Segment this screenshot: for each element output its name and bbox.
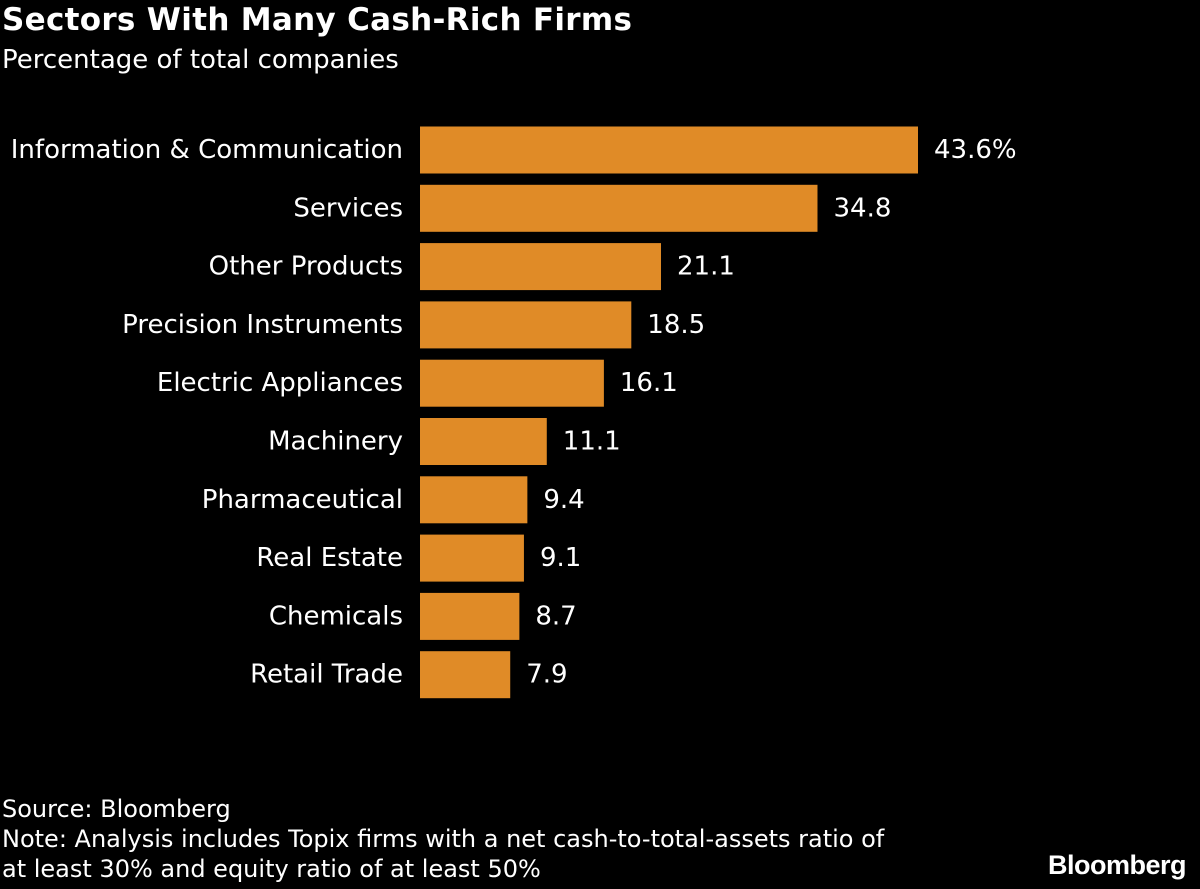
category-label: Chemicals xyxy=(269,601,403,631)
analysis-note-line-1: Note: Analysis includes Topix firms with… xyxy=(2,825,885,853)
footer: Source: Bloomberg Note: Analysis include… xyxy=(2,794,884,884)
category-label: Information & Communication xyxy=(11,135,403,165)
bar xyxy=(420,301,632,349)
bar xyxy=(420,243,662,291)
value-label: 9.1 xyxy=(540,543,581,573)
bar xyxy=(420,476,528,524)
category-label: Pharmaceutical xyxy=(202,485,403,515)
category-label: Electric Appliances xyxy=(157,368,403,398)
value-label: 21.1 xyxy=(677,252,735,282)
analysis-note-line-2: at least 30% and equity ratio of at leas… xyxy=(2,855,541,883)
category-label: Real Estate xyxy=(256,543,403,573)
category-label: Machinery xyxy=(268,427,403,457)
bar xyxy=(420,534,524,582)
bloomberg-logo: Bloomberg xyxy=(1047,850,1187,880)
bar xyxy=(420,126,918,174)
category-label: Other Products xyxy=(209,252,403,282)
category-label: Services xyxy=(293,193,403,223)
value-label: 43.6% xyxy=(934,135,1017,165)
chart-title: Sectors With Many Cash-Rich Firms xyxy=(2,2,633,38)
bar xyxy=(420,184,818,232)
bar xyxy=(420,418,547,465)
value-label: 16.1 xyxy=(620,368,678,398)
category-label: Retail Trade xyxy=(250,660,403,690)
bar xyxy=(420,651,511,699)
value-label: 7.9 xyxy=(526,660,567,690)
value-label: 9.4 xyxy=(543,485,584,515)
chart-subtitle: Percentage of total companies xyxy=(2,45,399,75)
source-note: Source: Bloomberg xyxy=(2,795,231,823)
value-label: 18.5 xyxy=(647,310,705,340)
bar xyxy=(420,359,604,407)
value-label: 11.1 xyxy=(563,427,621,457)
value-label: 34.8 xyxy=(833,193,891,223)
value-label: 8.7 xyxy=(535,601,576,631)
bar xyxy=(420,592,520,640)
category-label: Precision Instruments xyxy=(122,310,403,340)
